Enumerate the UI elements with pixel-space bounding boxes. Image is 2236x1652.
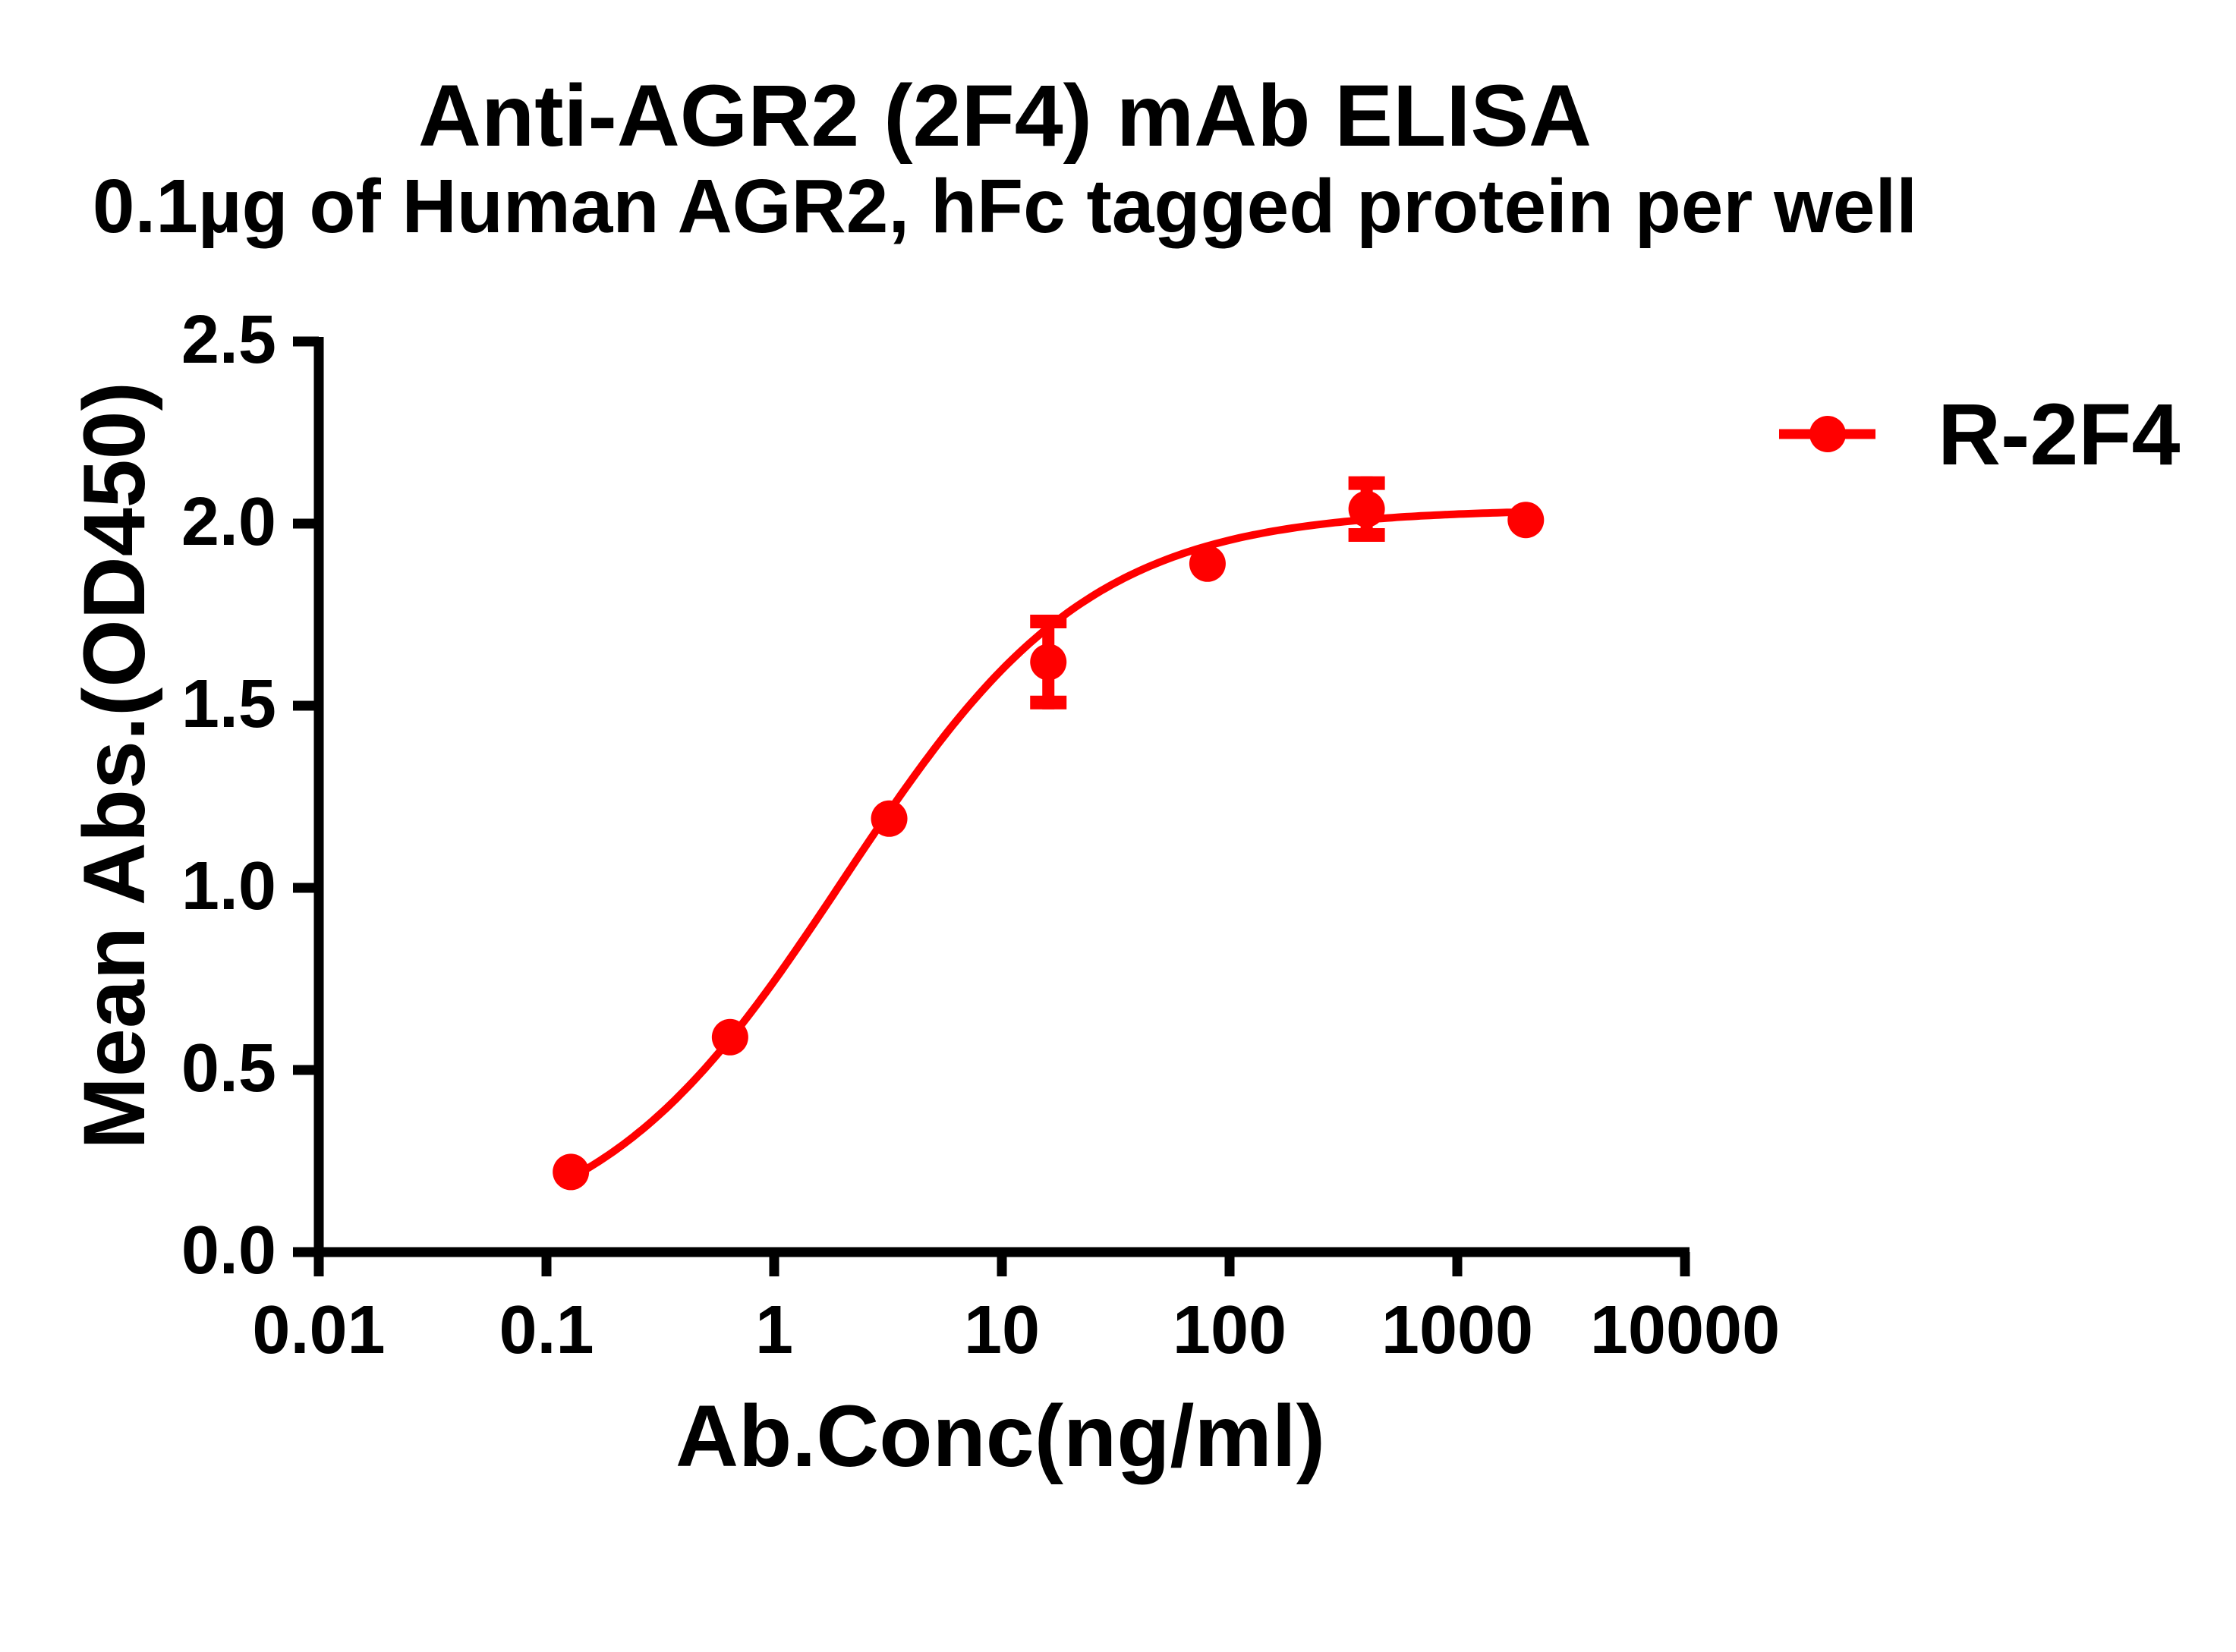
y-axis: 0.0 0.5 1.0 1.5 2.0 2.5 bbox=[181, 302, 324, 1289]
y-tick-label: 0.5 bbox=[181, 1031, 276, 1106]
chart-subtitle: 0.1µg of Human AGR2, hFc tagged protein … bbox=[93, 164, 1917, 249]
x-tick-label: 0.01 bbox=[252, 1292, 385, 1368]
y-tick-label: 0.0 bbox=[181, 1213, 276, 1289]
chart-title: Anti-AGR2 (2F4) mAb ELISA bbox=[418, 68, 1592, 165]
y-tick-label: 1.0 bbox=[181, 848, 276, 924]
series-r-2f4 bbox=[553, 476, 1545, 1191]
data-point bbox=[1030, 643, 1067, 681]
x-tick-label: 10000 bbox=[1590, 1292, 1780, 1368]
data-point bbox=[1348, 490, 1385, 527]
legend-circle-marker-icon bbox=[1809, 416, 1846, 452]
x-axis: 0.01 0.1 1 10 100 1000 10000 bbox=[252, 1247, 1780, 1368]
legend: R-2F4 bbox=[1779, 386, 2181, 483]
data-point bbox=[711, 1018, 748, 1056]
x-tick-label: 1 bbox=[755, 1292, 793, 1368]
x-axis-title: Ab.Conc(ng/ml) bbox=[676, 1388, 1325, 1485]
data-point bbox=[1189, 545, 1226, 582]
data-point bbox=[871, 800, 908, 837]
y-tick-label: 2.5 bbox=[181, 302, 276, 378]
x-tick-label: 100 bbox=[1173, 1292, 1286, 1368]
x-tick-label: 10 bbox=[964, 1292, 1040, 1368]
y-tick-label: 1.5 bbox=[181, 666, 276, 742]
y-tick-label: 2.0 bbox=[181, 484, 276, 560]
data-point bbox=[553, 1153, 590, 1191]
x-tick-label: 0.1 bbox=[499, 1292, 594, 1368]
legend-label: R-2F4 bbox=[1938, 386, 2181, 483]
fit-curve bbox=[568, 508, 1526, 1182]
data-point bbox=[1507, 502, 1545, 539]
y-axis-title: Mean Abs.(OD450) bbox=[66, 382, 163, 1150]
x-tick-label: 1000 bbox=[1381, 1292, 1533, 1368]
